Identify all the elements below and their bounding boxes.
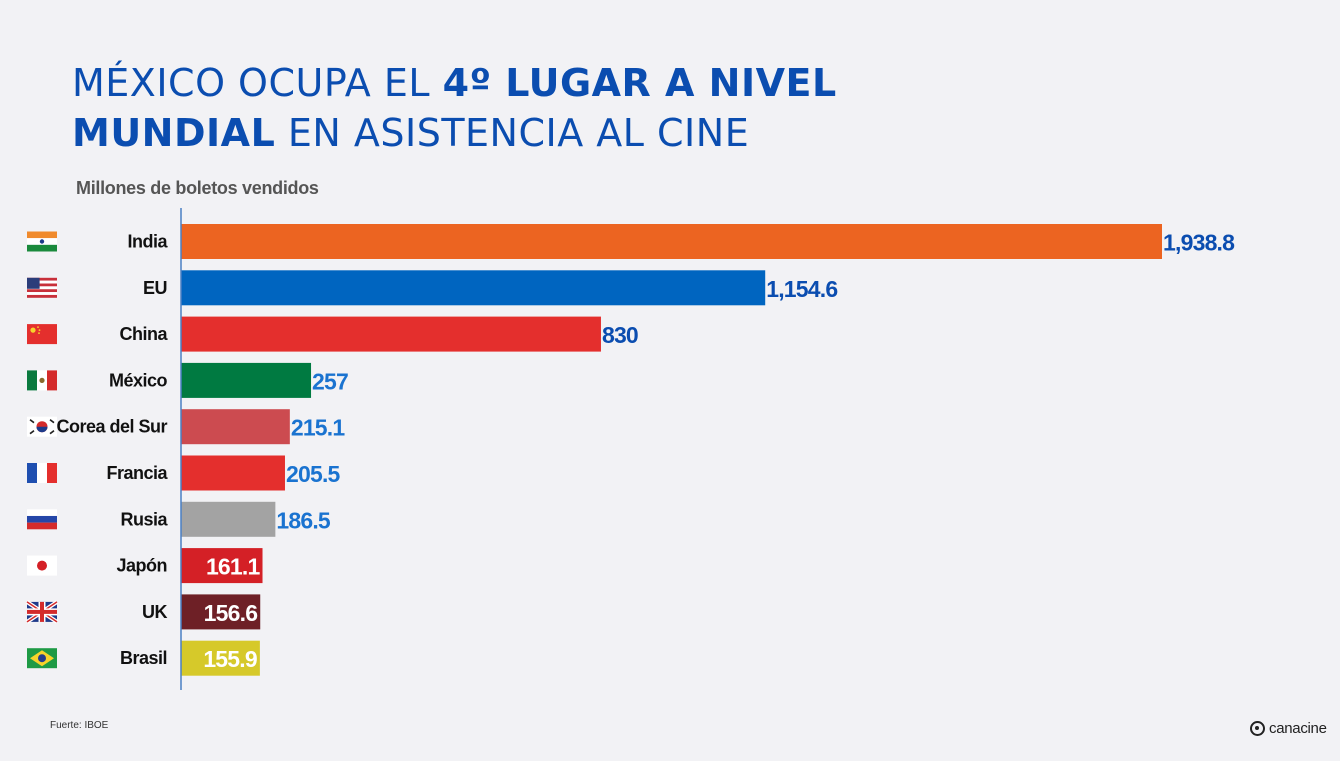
data-label: 156.6: [204, 600, 258, 626]
bar: [181, 224, 1162, 259]
category-label: India: [127, 232, 168, 252]
category-label: Brasil: [120, 648, 167, 668]
chart-title: MÉXICO OCUPA EL 4º LUGAR A NIVEL MUNDIAL…: [72, 58, 972, 158]
canacine-logo: canacine: [1250, 720, 1327, 737]
chart-subtitle: Millones de boletos vendidos: [76, 178, 319, 198]
category-label: UK: [142, 602, 167, 622]
bar: [181, 455, 285, 491]
bar: [181, 409, 290, 445]
logo-text: canacine: [1269, 720, 1327, 737]
brazil-flag-icon: [27, 648, 57, 669]
category-label: Corea del Sur: [56, 417, 167, 437]
bar: [181, 640, 260, 676]
japan-flag-icon: [27, 555, 57, 576]
bar: [181, 594, 261, 630]
bar-chart: India 1,938.8 EU 1,154.6 China 830 México 257 Co…: [25, 208, 1236, 690]
category-label: China: [119, 324, 168, 344]
bar: [181, 362, 312, 398]
mexico-flag-icon: [27, 370, 57, 391]
data-label: 155.9: [203, 646, 257, 672]
india-flag-icon: [27, 231, 57, 252]
bar: [181, 270, 766, 306]
category-label: México: [109, 370, 168, 390]
china-flag-icon: [27, 324, 57, 345]
bar: [181, 316, 601, 352]
bar: [181, 548, 263, 584]
france-flag-icon: [27, 463, 57, 483]
data-label: 830: [602, 322, 638, 348]
category-label: EU: [143, 278, 167, 298]
title-line-1: MÉXICO OCUPA EL 4º LUGAR A NIVEL: [72, 61, 837, 105]
uk-flag-icon: [25, 600, 59, 624]
category-label: Francia: [106, 463, 168, 483]
usa-flag-icon: [27, 277, 57, 298]
data-label: 161.1: [206, 554, 261, 580]
data-label: 205.5: [286, 461, 341, 487]
data-label: 1,154.6: [766, 276, 837, 302]
title-line-2: MUNDIAL EN ASISTENCIA AL CINE: [72, 111, 750, 155]
source-note: Fuerte: IBOE: [50, 720, 109, 731]
south-korea-flag-icon: [27, 416, 57, 437]
category-label: Rusia: [120, 509, 168, 529]
category-label: Japón: [116, 556, 167, 576]
data-label: 186.5: [276, 507, 331, 533]
canacine-logo-icon: [1250, 721, 1265, 736]
data-label: 257: [312, 368, 348, 394]
bar: [181, 501, 276, 537]
data-label: 215.1: [291, 415, 346, 441]
data-label: 1,938.8: [1163, 230, 1235, 256]
russia-flag-icon: [27, 509, 57, 530]
